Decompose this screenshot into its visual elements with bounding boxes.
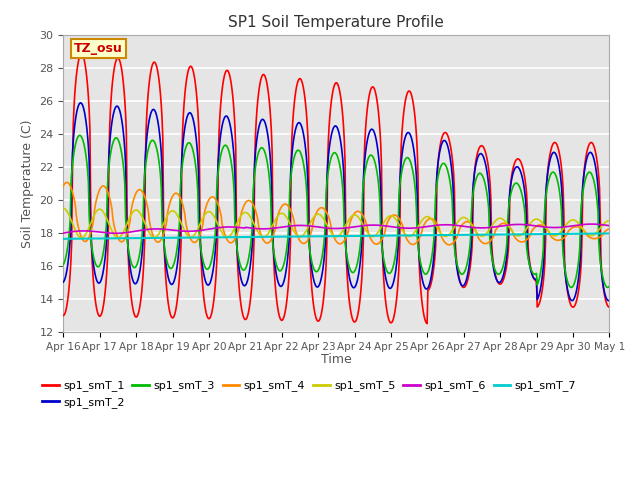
sp1_smT_4 — [404, 237, 412, 243]
sp1_smT_6 — [182, 228, 189, 234]
sp1_smT_6 — [60, 230, 67, 236]
sp1_smT_2 — [77, 100, 84, 106]
sp1_smT_5 — [77, 235, 85, 241]
sp1_smT_1 — [77, 51, 85, 57]
sp1_smT_1 — [404, 90, 412, 96]
sp1_smT_7 — [210, 234, 218, 240]
sp1_smT_6 — [404, 225, 412, 231]
sp1_smT_1 — [423, 321, 431, 326]
sp1_smT_6 — [69, 228, 77, 234]
sp1_smT_5 — [182, 230, 189, 236]
Line: sp1_smT_6: sp1_smT_6 — [63, 224, 609, 233]
sp1_smT_2 — [211, 257, 218, 263]
sp1_smT_3 — [126, 256, 134, 262]
sp1_smT_4 — [182, 218, 189, 224]
sp1_smT_5 — [419, 216, 427, 222]
sp1_smT_4 — [605, 226, 613, 232]
sp1_smT_3 — [419, 269, 427, 275]
sp1_smT_2 — [126, 264, 134, 270]
sp1_smT_4 — [445, 242, 453, 248]
sp1_smT_5 — [605, 218, 613, 224]
sp1_smT_2 — [419, 281, 427, 287]
sp1_smT_5 — [69, 222, 77, 228]
sp1_smT_6 — [605, 223, 613, 228]
sp1_smT_7 — [125, 235, 133, 241]
sp1_smT_1 — [182, 84, 189, 90]
sp1_smT_2 — [60, 279, 67, 285]
Text: TZ_osu: TZ_osu — [74, 42, 123, 55]
Line: sp1_smT_2: sp1_smT_2 — [63, 103, 609, 300]
sp1_smT_7 — [69, 236, 77, 241]
sp1_smT_1 — [69, 123, 77, 129]
sp1_smT_4 — [126, 217, 134, 223]
sp1_smT_3 — [76, 132, 84, 138]
Y-axis label: Soil Temperature (C): Soil Temperature (C) — [21, 120, 34, 248]
sp1_smT_3 — [69, 155, 77, 161]
Line: sp1_smT_5: sp1_smT_5 — [63, 208, 609, 238]
sp1_smT_7 — [403, 232, 410, 238]
sp1_smT_3 — [211, 239, 218, 245]
sp1_smT_3 — [605, 283, 613, 289]
sp1_smT_5 — [60, 205, 67, 211]
sp1_smT_4 — [70, 195, 78, 201]
sp1_smT_5 — [211, 214, 218, 220]
sp1_smT_2 — [182, 120, 189, 126]
Line: sp1_smT_3: sp1_smT_3 — [63, 135, 609, 288]
sp1_smT_5 — [126, 214, 134, 219]
sp1_smT_6 — [419, 224, 427, 230]
Line: sp1_smT_7: sp1_smT_7 — [63, 233, 609, 239]
sp1_smT_6 — [588, 221, 596, 227]
sp1_smT_7 — [419, 232, 426, 238]
sp1_smT_4 — [211, 195, 218, 201]
sp1_smT_6 — [112, 230, 120, 236]
sp1_smT_7 — [605, 230, 613, 236]
sp1_smT_7 — [60, 236, 67, 242]
sp1_smT_1 — [60, 312, 67, 318]
sp1_smT_3 — [60, 262, 67, 267]
sp1_smT_4 — [419, 223, 427, 229]
X-axis label: Time: Time — [321, 353, 352, 366]
sp1_smT_2 — [404, 130, 412, 136]
Title: SP1 Soil Temperature Profile: SP1 Soil Temperature Profile — [228, 15, 444, 30]
sp1_smT_5 — [404, 233, 412, 239]
sp1_smT_2 — [69, 139, 77, 144]
sp1_smT_1 — [126, 284, 134, 290]
sp1_smT_6 — [211, 225, 218, 231]
sp1_smT_6 — [126, 229, 134, 235]
sp1_smT_2 — [605, 298, 613, 303]
Legend: sp1_smT_1, sp1_smT_2, sp1_smT_3, sp1_smT_4, sp1_smT_5, sp1_smT_6, sp1_smT_7: sp1_smT_1, sp1_smT_2, sp1_smT_3, sp1_smT… — [38, 376, 580, 412]
sp1_smT_3 — [182, 145, 189, 151]
sp1_smT_2 — [568, 298, 576, 303]
sp1_smT_4 — [63, 180, 71, 185]
sp1_smT_1 — [605, 304, 613, 310]
sp1_smT_7 — [181, 235, 189, 240]
sp1_smT_1 — [211, 291, 218, 297]
Line: sp1_smT_1: sp1_smT_1 — [63, 54, 609, 324]
sp1_smT_3 — [568, 285, 575, 290]
Line: sp1_smT_4: sp1_smT_4 — [63, 182, 609, 245]
sp1_smT_4 — [60, 183, 67, 189]
sp1_smT_3 — [404, 155, 412, 160]
sp1_smT_1 — [419, 309, 427, 315]
